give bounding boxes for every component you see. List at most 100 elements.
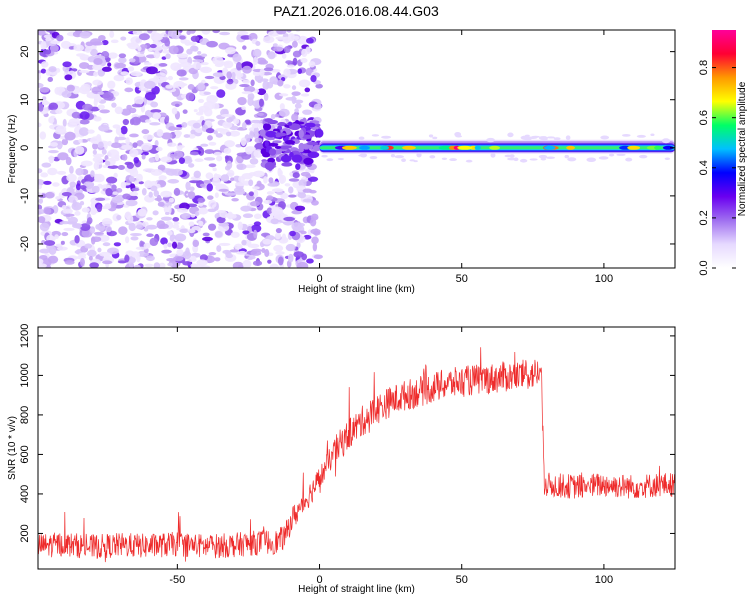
spectrogram-noise-cell xyxy=(141,221,149,227)
spectrogram-noise-cell xyxy=(300,171,311,177)
spectrogram-noise-cell xyxy=(121,154,128,161)
spectrogram-noise-cell xyxy=(62,118,67,127)
snr-panel: -50 0 50 100 200 400 600 800 1000 1200 Height of … xyxy=(7,324,676,595)
spectrogram-noise-cell xyxy=(283,84,291,89)
spectrogram-noise-cell xyxy=(45,30,57,33)
spectrogram-noise-cell xyxy=(117,260,127,264)
spectrogram-noise-cell xyxy=(62,61,72,68)
spectrogram-noise-cell xyxy=(193,108,198,113)
spectrogram-halo-cell xyxy=(337,157,344,161)
spectrogram-noise-cell xyxy=(93,173,105,183)
spectrogram-noise-cell xyxy=(298,79,311,88)
spectrogram-noise-cell xyxy=(120,125,128,135)
spectrogram-noise-cell xyxy=(251,123,260,129)
spectrogram-noise-cell xyxy=(216,89,226,98)
spectrogram-line-cell xyxy=(489,145,501,150)
spectrogram-noise-cell xyxy=(156,220,166,230)
spectrogram-noise-cell xyxy=(93,71,99,77)
spectrogram-x-tick-label: -50 xyxy=(169,273,185,285)
spectrogram-cluster-cell xyxy=(279,145,290,150)
spectrogram-noise-cell xyxy=(97,141,104,149)
spectrogram-noise-cell xyxy=(149,237,159,247)
spectrogram-noise-cell xyxy=(206,40,218,48)
spectrogram-noise-cell xyxy=(40,61,49,68)
snr-series xyxy=(38,347,675,563)
spectrogram-noise-cell xyxy=(218,222,230,227)
spectrogram-line-cell xyxy=(469,145,477,150)
spectrogram-noise-cell xyxy=(229,249,239,253)
spectrogram-noise-cell xyxy=(315,83,323,89)
spectrogram-noise-cell xyxy=(125,137,130,146)
spectrogram-halo-cell xyxy=(661,138,671,144)
spectrogram-noise-cell xyxy=(222,249,231,255)
spectrogram-noise-cell xyxy=(190,35,200,42)
spectrogram-noise-cell xyxy=(164,39,171,47)
spectrogram-noise-cell xyxy=(122,118,130,126)
spectrogram-noise-cell xyxy=(55,109,63,115)
spectrogram-noise-cell xyxy=(212,30,220,34)
spectrogram-noise-cell xyxy=(277,79,284,87)
spectrogram-halo-cell xyxy=(538,136,547,140)
spectrogram-noise-cell xyxy=(205,172,214,180)
spectrogram-noise-cell xyxy=(127,66,135,72)
snr-y-tick-label: 1000 xyxy=(19,363,31,387)
spectrogram-noise-cell xyxy=(79,111,90,120)
spectrogram-noise-cell xyxy=(64,131,76,141)
spectrogram-noise-cell xyxy=(90,48,98,57)
spectrogram-noise-cell xyxy=(107,149,120,158)
spectrogram-noise-cell xyxy=(192,61,202,70)
spectrogram-noise-cell xyxy=(161,132,173,140)
spectrogram-noise-cell xyxy=(93,98,98,107)
spectrogram-noise-cell xyxy=(79,119,90,125)
spectrogram-noise-cell xyxy=(185,247,190,257)
spectrogram-noise-cell xyxy=(47,76,54,82)
spectrogram-noise-cell xyxy=(41,162,52,168)
spectrogram-noise-cell xyxy=(186,30,191,36)
colorbar-tick-label: 0.6 xyxy=(698,110,710,125)
spectrogram-noise-cell xyxy=(168,45,179,55)
spectrogram-noise-cell xyxy=(92,149,97,155)
spectrogram-noise-cell xyxy=(121,144,133,150)
spectrogram-y-tick-label: -10 xyxy=(19,188,31,204)
spectrogram-noise-cell xyxy=(306,37,314,44)
spectrogram-noise-cell xyxy=(291,222,303,231)
spectrogram-noise-cell xyxy=(120,181,127,189)
spectrogram-noise-cell xyxy=(153,262,161,268)
spectrogram-noise-cell xyxy=(277,256,284,266)
spectrogram-line-cell xyxy=(341,145,357,150)
spectrogram-noise-cell xyxy=(275,36,286,40)
spectrogram-noise-cell xyxy=(118,57,127,64)
spectrogram-noise-cell xyxy=(201,30,211,35)
spectrogram-noise-cell xyxy=(226,78,234,85)
spectrogram-noise-cell xyxy=(111,102,117,108)
spectrogram-noise-cell xyxy=(38,192,43,196)
spectrogram-halo-cell xyxy=(429,155,436,159)
spectrogram-line-cell xyxy=(627,145,641,150)
spectrogram-noise-cell xyxy=(256,112,265,116)
spectrogram-noise-cell xyxy=(133,95,144,105)
snr-y-tick-label: 800 xyxy=(19,406,31,424)
spectrogram-noise-cell xyxy=(173,127,183,131)
spectrogram-noise-cell xyxy=(181,122,188,128)
spectrogram-noise-cell xyxy=(48,116,55,124)
spectrogram-noise-cell xyxy=(38,102,44,111)
spectrogram-noise-cell xyxy=(48,66,57,73)
chart-title: PAZ1.2026.016.08.44.G03 xyxy=(273,3,439,19)
spectrogram-noise-cell xyxy=(140,142,153,151)
spectrogram-noise-cell xyxy=(208,163,217,168)
spectrogram-noise-cell xyxy=(187,84,195,90)
spectrogram-halo-cell xyxy=(519,158,528,163)
spectrogram-noise-cell xyxy=(120,36,127,41)
spectrogram-noise-cell xyxy=(219,31,231,36)
spectrogram-noise-cell xyxy=(215,155,223,162)
spectrogram-noise-cell xyxy=(101,39,109,46)
spectrogram-noise-cell xyxy=(222,121,233,129)
spectrogram-noise-cell xyxy=(269,76,278,85)
colorbar-tick-label: 0.4 xyxy=(698,160,710,175)
spectrogram-noise-cell xyxy=(214,230,223,238)
spectrogram-cluster-cell xyxy=(275,132,287,137)
spectrogram-noise-cell xyxy=(39,222,50,232)
spectrogram-halo-cell xyxy=(529,158,538,161)
spectrogram-noise-cell xyxy=(190,129,196,135)
spectrogram-noise-cell xyxy=(240,137,247,147)
